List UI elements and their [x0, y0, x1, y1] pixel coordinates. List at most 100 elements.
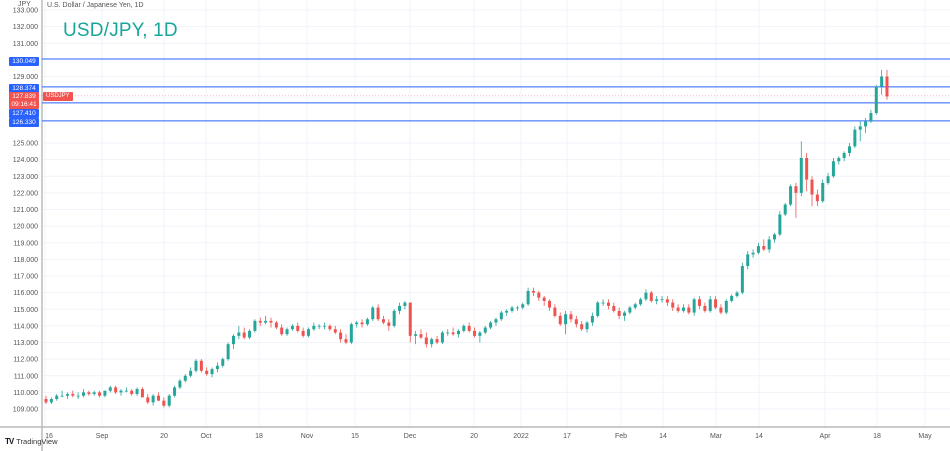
- candle: [655, 295, 659, 305]
- y-axis-tick: 109.000: [13, 407, 38, 414]
- candle: [462, 324, 466, 333]
- candle: [44, 395, 48, 405]
- candle: [783, 202, 787, 217]
- candle: [719, 304, 723, 315]
- candle: [392, 309, 396, 328]
- price-tag: 127.839: [9, 92, 39, 101]
- candle: [103, 390, 107, 398]
- candle: [521, 302, 525, 310]
- candle: [467, 322, 471, 333]
- candle: [71, 390, 75, 398]
- candle: [387, 319, 391, 331]
- candle: [692, 297, 696, 316]
- candle: [815, 189, 819, 207]
- candle: [398, 302, 402, 315]
- candle: [724, 299, 728, 315]
- candle: [296, 322, 300, 333]
- candle: [665, 295, 669, 306]
- x-axis-tick: 18: [255, 433, 263, 440]
- candle: [885, 69, 889, 100]
- symbol-tag: USDJPY: [43, 92, 73, 101]
- price-tag: 126.330: [9, 118, 39, 127]
- candle: [746, 251, 750, 270]
- candle: [371, 305, 375, 321]
- candle: [596, 300, 600, 318]
- candle: [419, 329, 423, 340]
- candle: [773, 232, 777, 243]
- candle: [751, 249, 755, 258]
- candle: [826, 172, 830, 185]
- candle: [687, 304, 691, 315]
- x-axis-tick: Nov: [301, 433, 314, 440]
- candle: [440, 330, 444, 345]
- candle: [87, 390, 91, 396]
- candle: [55, 394, 59, 401]
- candle: [451, 327, 455, 336]
- tradingview-logo-icon: TV: [5, 437, 14, 446]
- candle: [515, 305, 519, 311]
- x-axis-tick: Mar: [710, 433, 723, 440]
- x-axis-tick: 15: [351, 433, 359, 440]
- x-axis-tick: 2022: [513, 433, 529, 440]
- candle: [714, 295, 718, 310]
- x-axis-tick: 20: [160, 433, 168, 440]
- candle: [333, 325, 337, 335]
- candle: [156, 392, 160, 401]
- candle: [274, 320, 278, 330]
- candle: [585, 320, 589, 333]
- candle: [569, 310, 573, 323]
- candle: [178, 379, 182, 390]
- x-axis-tick: Apr: [820, 433, 832, 440]
- candle: [799, 141, 803, 197]
- candle: [735, 290, 739, 298]
- y-axis-tick: 132.000: [13, 24, 38, 31]
- candle: [708, 295, 712, 313]
- tradingview-branding[interactable]: TV TradingView: [5, 437, 58, 446]
- candle: [65, 392, 69, 400]
- candle: [740, 262, 744, 295]
- x-axis-tick: 14: [659, 433, 667, 440]
- candle: [869, 109, 873, 124]
- price-tag: 127.410: [9, 109, 39, 118]
- y-axis-tick: 112.000: [13, 357, 38, 364]
- candle: [778, 211, 782, 237]
- candle: [794, 182, 798, 218]
- candle: [360, 319, 364, 328]
- candle: [60, 390, 64, 398]
- y-axis-tick: 123.000: [13, 174, 38, 181]
- candle: [114, 385, 118, 395]
- candle: [537, 290, 541, 301]
- candle: [146, 394, 150, 405]
- candle: [628, 305, 632, 315]
- candle: [649, 290, 653, 303]
- y-axis-tick: 133.000: [13, 8, 38, 15]
- candle: [237, 325, 241, 340]
- candle: [580, 320, 584, 331]
- x-axis-tick: 16: [45, 433, 53, 440]
- candle: [617, 307, 621, 320]
- candle: [590, 312, 594, 326]
- candle: [730, 294, 734, 303]
- currency-label: JPY: [18, 1, 31, 8]
- candle: [874, 84, 878, 115]
- price-tag: 09:16:41: [9, 100, 39, 109]
- candle: [258, 317, 262, 326]
- candle: [601, 299, 605, 306]
- candle: [215, 362, 219, 373]
- candle: [558, 312, 562, 326]
- x-axis-tick: Sep: [96, 433, 109, 440]
- candle: [328, 324, 332, 331]
- candle: [248, 329, 252, 340]
- candle: [344, 334, 348, 345]
- candle: [499, 310, 503, 321]
- candle: [424, 332, 428, 348]
- candle: [435, 335, 439, 345]
- candle: [831, 157, 835, 178]
- candle: [880, 69, 884, 95]
- chart-title: USD/JPY, 1D: [63, 20, 178, 41]
- candle: [762, 239, 766, 252]
- candle: [199, 359, 203, 373]
- candle: [473, 327, 477, 338]
- candle: [574, 315, 578, 328]
